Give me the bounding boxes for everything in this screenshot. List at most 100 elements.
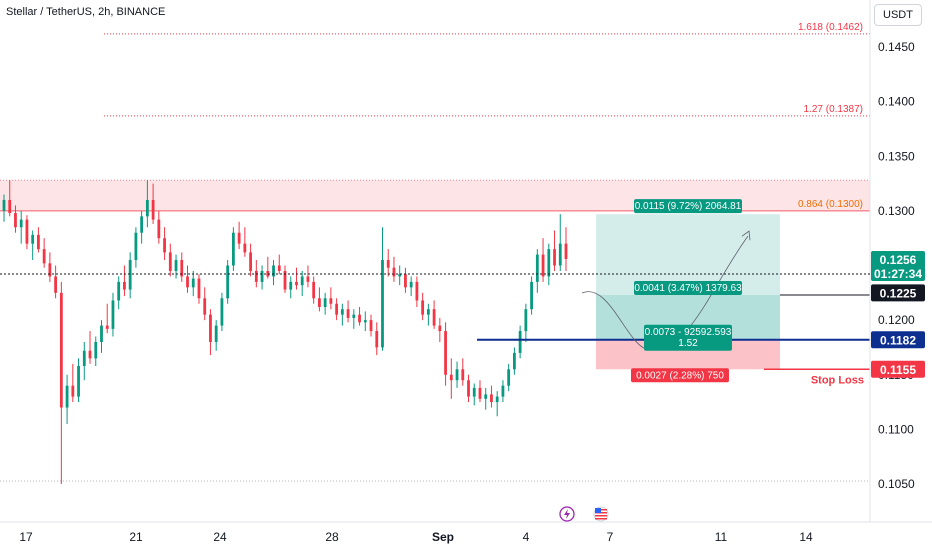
candle [277, 254, 281, 275]
candle-body [535, 254, 539, 282]
candle-body [145, 199, 149, 217]
candle [272, 260, 275, 286]
candle [191, 270, 195, 297]
candle-body [71, 385, 75, 397]
candle [329, 287, 333, 310]
candle [19, 210, 23, 244]
candle [323, 292, 327, 315]
target-label: 0.0115 (9.72%) 2064.81 [634, 199, 742, 214]
candle-body [19, 219, 23, 228]
center-label-text: 0.0073 - 92592.593 [645, 327, 732, 338]
candle [209, 309, 212, 356]
candle-body [283, 270, 287, 290]
candle-body [381, 260, 384, 348]
candle-body [547, 249, 551, 277]
candle-body [31, 234, 35, 244]
candle-body [197, 278, 201, 299]
candle [449, 358, 453, 399]
currency-selector[interactable]: USDT [874, 4, 922, 26]
us-flag-icon[interactable] [593, 506, 609, 522]
candle [54, 265, 58, 299]
candle [404, 267, 407, 293]
candle-body [318, 298, 321, 308]
candle-body [111, 300, 115, 329]
candle [42, 238, 46, 268]
candle-body [289, 281, 293, 290]
center-label-bg [644, 324, 732, 351]
candle-body [140, 216, 144, 233]
candle-body [306, 276, 310, 282]
flag-stripe [595, 515, 607, 517]
candle-body [426, 309, 430, 315]
candle [231, 227, 235, 271]
flag-canton [595, 508, 601, 513]
candle-body [507, 369, 511, 386]
candle-body [461, 369, 465, 381]
candle [312, 276, 316, 304]
candle [140, 210, 144, 244]
candle-body [65, 385, 69, 408]
candle [461, 358, 465, 386]
position-tool[interactable]: Stop Loss 0.0115 (9.72%) 2064.81 0.0041 (3… [477, 199, 870, 386]
candle [157, 210, 161, 244]
y-tick-label: 0.1300 [878, 204, 915, 218]
y-tick-label: 0.1450 [878, 40, 915, 54]
lightning-icon[interactable] [559, 506, 575, 522]
candle [300, 270, 304, 297]
mid-label-text: 0.0041 (3.47%) 1379.63 [634, 283, 742, 294]
candle [318, 287, 321, 312]
candle [31, 230, 35, 261]
candle [553, 230, 556, 271]
candle-body [272, 265, 275, 277]
target-label-bg [634, 199, 742, 214]
x-tick-label: 28 [325, 530, 339, 544]
candle-body [203, 298, 207, 315]
candle-body [163, 238, 166, 253]
candle-body [105, 325, 109, 329]
candle [352, 309, 356, 329]
candle [530, 276, 533, 315]
candle [392, 256, 396, 282]
candle [432, 300, 436, 329]
candle-body [14, 213, 17, 228]
candle [340, 303, 344, 326]
zones [0, 179, 870, 211]
candle [134, 227, 138, 268]
candle [306, 265, 310, 288]
candle [467, 374, 470, 403]
y-tick-label: 0.1400 [878, 95, 915, 109]
current-price-tag-text: 0.1256 [880, 253, 917, 267]
candle-body [375, 331, 379, 348]
candle-body [495, 396, 499, 403]
candle-body [191, 278, 195, 288]
candle-body [352, 314, 356, 318]
candle [123, 265, 126, 297]
candle-body [249, 252, 252, 271]
candle-body [214, 325, 218, 342]
price-marker-tag-bg [871, 331, 925, 349]
candle-body [553, 249, 556, 266]
price-marker-tag: 0.1225 [871, 284, 925, 302]
candle-body [455, 369, 459, 381]
candle [168, 243, 172, 277]
candle-body [340, 309, 344, 315]
flag-stripe [595, 518, 607, 520]
candle [71, 363, 75, 403]
candle [65, 374, 69, 424]
candle [478, 380, 482, 403]
candle [512, 347, 516, 375]
candle-body [186, 276, 189, 288]
candle [409, 276, 413, 297]
candle [237, 221, 241, 250]
candle-body [524, 309, 528, 332]
candle-body [134, 232, 138, 261]
fib-label: 1.618 (0.1462) [798, 22, 863, 33]
current-price-tag-text: 01:27:34 [874, 267, 922, 281]
candle [2, 194, 6, 222]
candle-body [128, 260, 132, 290]
candle [151, 183, 155, 224]
